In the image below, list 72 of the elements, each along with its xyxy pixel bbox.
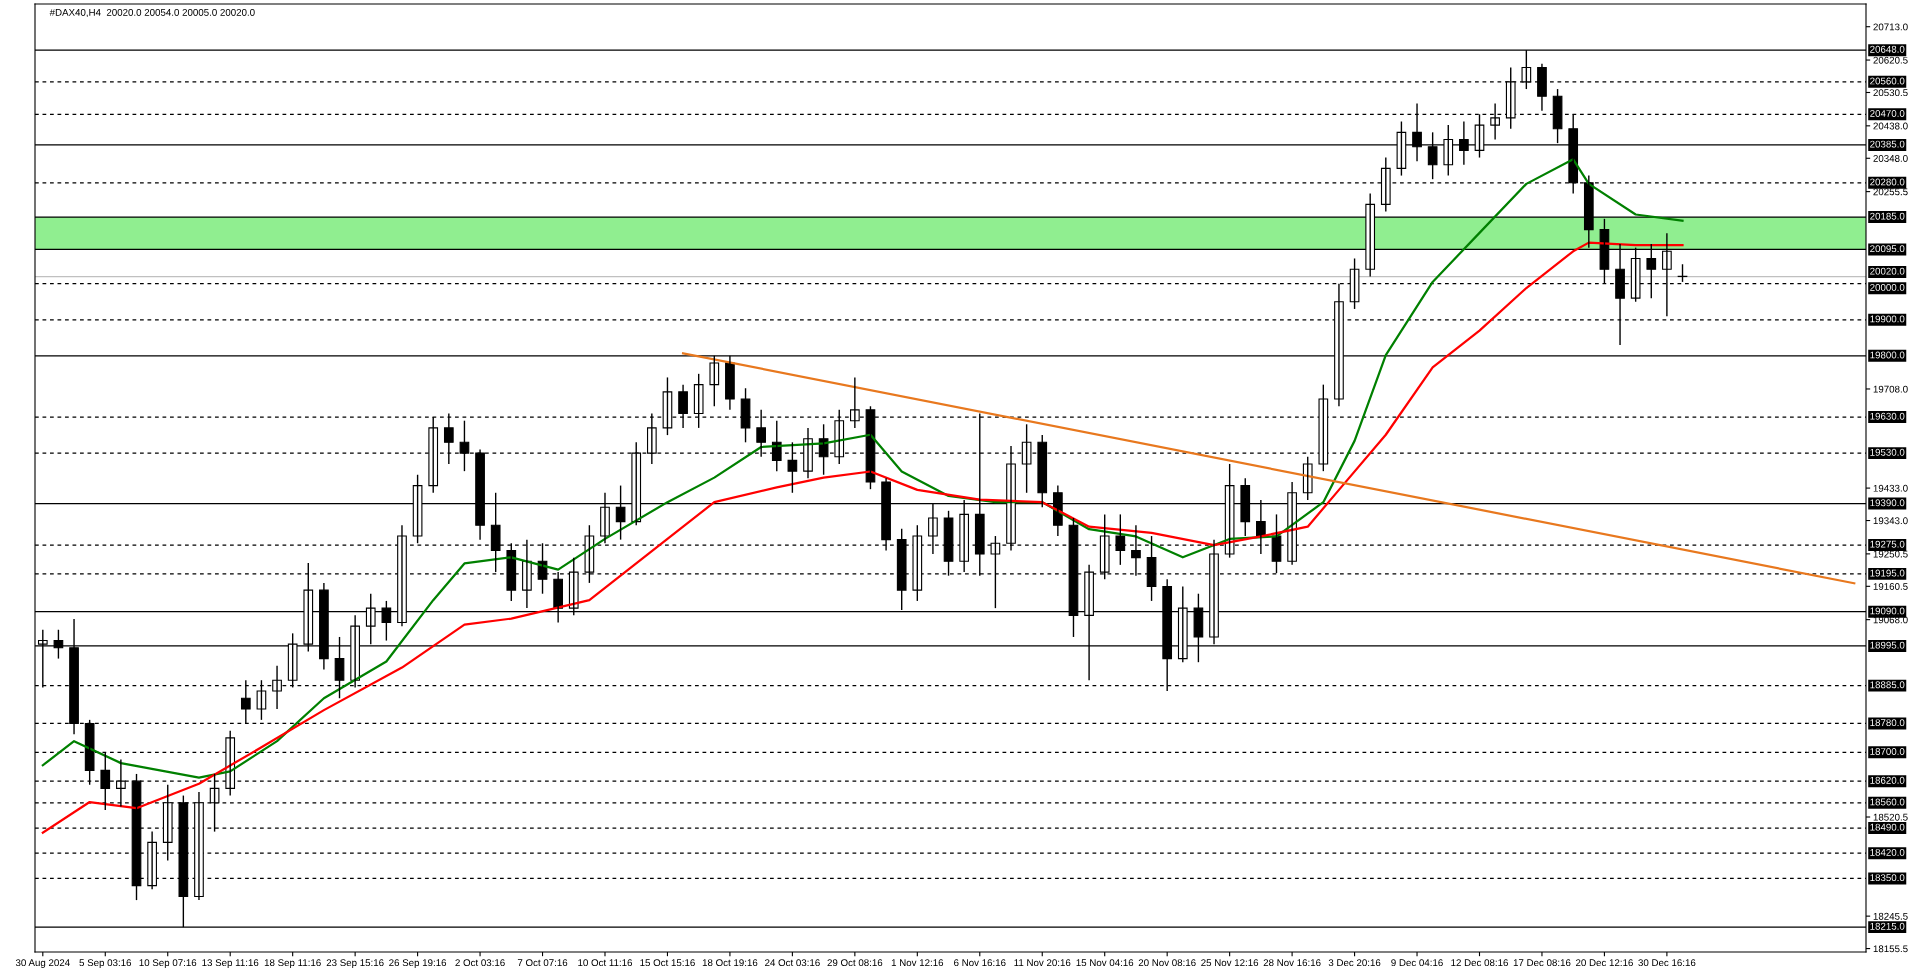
x-tick-label: 10 Oct 11:16 xyxy=(578,959,633,967)
ref-line-label: 18215.0 xyxy=(1870,922,1905,930)
x-tick-label: 12 Dec 08:16 xyxy=(1451,959,1508,967)
ref-line-label: 20470.0 xyxy=(1870,110,1905,117)
x-tick-label: 10 Sep 07:16 xyxy=(139,959,197,969)
x-tick-label: 7 Oct 07:16 xyxy=(517,959,568,967)
ref-line-label: 20560.0 xyxy=(1870,77,1905,85)
y-tick-label: 20348.0 xyxy=(1873,155,1908,162)
y-tick-label: 19160.5 xyxy=(1873,583,1908,590)
y-tick-label: 20530.5 xyxy=(1873,89,1908,97)
y-tick-label: 19708.0 xyxy=(1873,385,1908,393)
x-tick-label: 1 Nov 12:16 xyxy=(891,959,944,967)
y-tick-label: 20713.0 xyxy=(1873,23,1908,31)
x-tick-label: 18 Sep 11:16 xyxy=(264,959,321,969)
x-tick-label: 5 Sep 03:16 xyxy=(79,959,132,969)
ref-line-label: 19090.0 xyxy=(1870,607,1905,615)
x-tick-label: 18 Oct 19:16 xyxy=(702,959,758,967)
ref-line-label: 18560.0 xyxy=(1870,798,1905,806)
y-tick-label: 19068.0 xyxy=(1873,616,1908,624)
x-tick-label: 23 Sep 15:16 xyxy=(326,959,384,969)
ref-line-label: 20095.0 xyxy=(1870,245,1905,253)
x-tick-label: 15 Oct 15:16 xyxy=(640,959,695,967)
y-tick-label: 18155.5 xyxy=(1873,945,1908,953)
x-tick-label: 2 Oct 03:16 xyxy=(455,959,505,967)
x-tick-label: 24 Oct 03:16 xyxy=(765,959,820,967)
ref-line-label: 18700.0 xyxy=(1870,748,1905,755)
ref-line-label: 20648.0 xyxy=(1870,45,1905,53)
ref-line-label: 19900.0 xyxy=(1870,315,1905,323)
x-tick-label: 29 Oct 08:16 xyxy=(827,959,883,967)
ref-line-label: 19275.0 xyxy=(1870,540,1905,548)
ref-line-label: 20385.0 xyxy=(1870,140,1905,148)
ref-line-label: 20185.0 xyxy=(1870,212,1905,220)
x-tick-label: 15 Nov 04:16 xyxy=(1076,959,1134,967)
x-tick-label: 13 Sep 11:16 xyxy=(202,959,259,969)
ref-line-label: 19800.0 xyxy=(1870,351,1905,359)
ref-line-label: 18620.0 xyxy=(1870,776,1905,784)
ref-line-label: 18350.0 xyxy=(1870,874,1905,882)
x-tick-label: 26 Sep 19:16 xyxy=(389,959,447,969)
y-tick-label: 19343.0 xyxy=(1873,517,1908,525)
ref-line-label: 18780.0 xyxy=(1870,719,1905,727)
ref-line-label: 18490.0 xyxy=(1870,823,1905,831)
x-tick-label: 25 Nov 12:16 xyxy=(1201,959,1259,967)
ref-line-label: 20020.0 xyxy=(1870,267,1905,275)
ref-line-label: 18885.0 xyxy=(1870,681,1905,689)
ref-line-label: 20000.0 xyxy=(1870,283,1905,291)
line-series xyxy=(41,158,1684,779)
x-tick-label: 20 Nov 08:16 xyxy=(1138,959,1196,967)
x-tick-label: 30 Aug 2024 xyxy=(15,959,70,969)
chart-title: #DAX40,H4 20020.0 20054.0 20005.0 20020.0 xyxy=(49,9,255,18)
x-tick-label: 11 Nov 20:16 xyxy=(1014,959,1071,967)
x-tick-label: 6 Nov 16:16 xyxy=(954,959,1006,967)
y-tick-label: 18520.5 xyxy=(1873,813,1908,821)
ref-line-label: 19195.0 xyxy=(1870,569,1905,577)
line-series xyxy=(41,241,1684,834)
x-tick-label: 28 Nov 16:16 xyxy=(1263,959,1321,967)
x-tick-label: 17 Dec 08:16 xyxy=(1513,959,1571,967)
ref-line-label: 18420.0 xyxy=(1870,848,1905,856)
x-tick-label: 30 Dec 16:16 xyxy=(1638,959,1696,967)
y-tick-label: 19250.5 xyxy=(1873,550,1908,558)
x-tick-label: 20 Dec 12:16 xyxy=(1576,959,1633,967)
y-tick-label: 20255.5 xyxy=(1873,188,1908,196)
ref-line-label: 20280.0 xyxy=(1870,178,1905,186)
y-tick-label: 19433.0 xyxy=(1873,484,1908,492)
y-tick-label: 18245.5 xyxy=(1873,912,1908,920)
ref-line-label: 19630.0 xyxy=(1870,412,1905,420)
ref-line-label: 19530.0 xyxy=(1870,448,1905,456)
x-tick-label: 3 Dec 20:16 xyxy=(1328,959,1381,967)
y-tick-label: 20438.0 xyxy=(1873,122,1908,130)
ref-line-label: 19390.0 xyxy=(1870,499,1905,507)
y-tick-label: 20620.5 xyxy=(1873,56,1908,64)
x-tick-label: 9 Dec 04:16 xyxy=(1391,959,1443,967)
ref-line-label: 18995.0 xyxy=(1870,641,1905,649)
